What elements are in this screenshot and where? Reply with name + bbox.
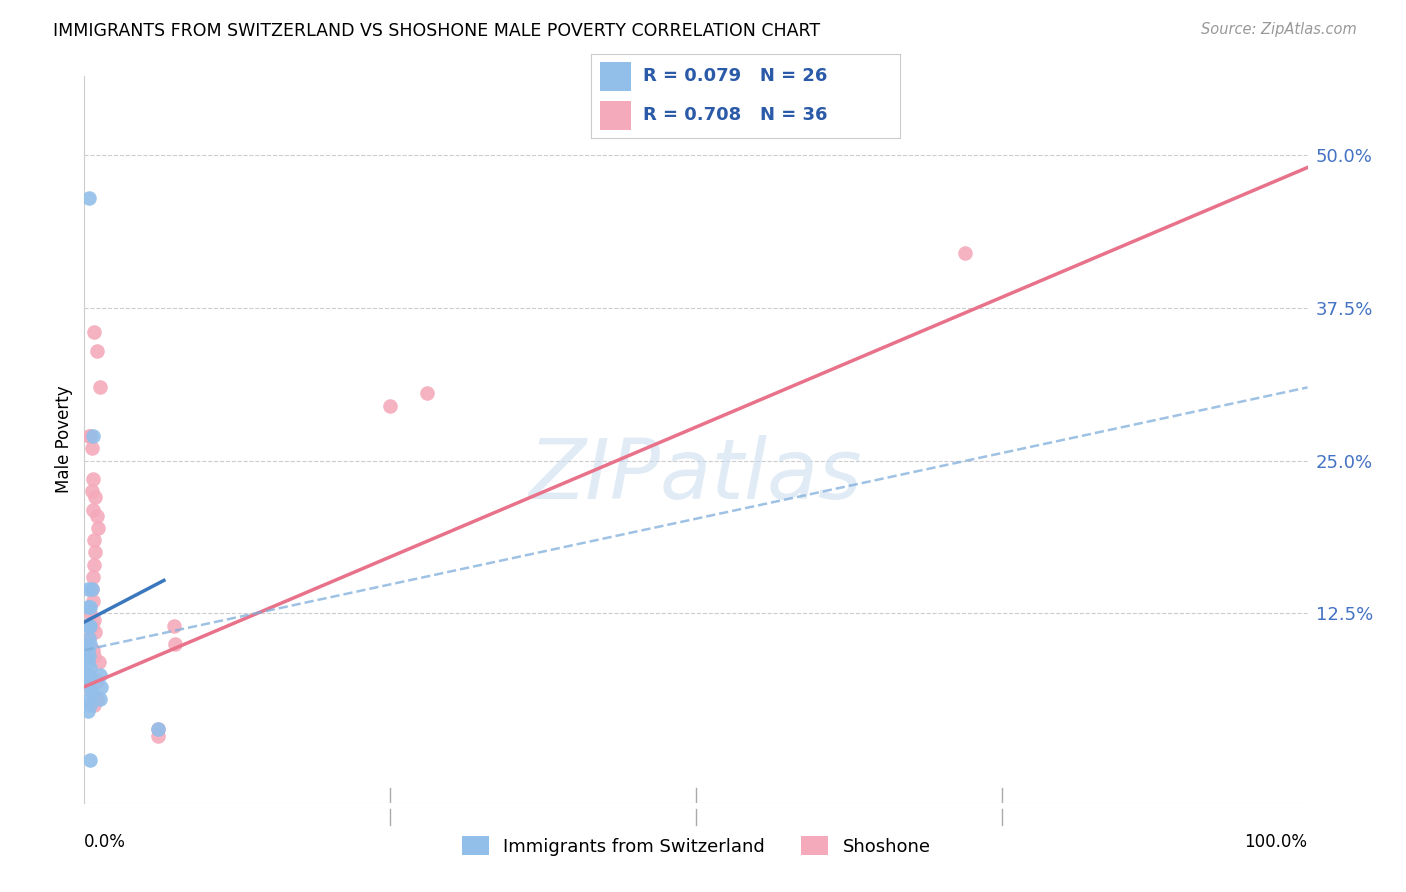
Point [79, 607, 101, 621]
Point [80, 582, 103, 596]
Point [83, 698, 105, 712]
Point [80, 582, 103, 596]
Point [953, 246, 976, 260]
Point [380, 399, 402, 413]
Point [77, 655, 100, 669]
Point [80, 484, 103, 499]
Point [80, 442, 103, 456]
Point [86, 343, 108, 358]
Point [77, 429, 100, 443]
Point [77, 631, 100, 645]
Point [89, 380, 111, 394]
Point [82, 570, 104, 584]
Point [163, 618, 186, 632]
Point [416, 386, 439, 401]
Point [79, 753, 101, 767]
Point [77, 643, 100, 657]
Point [82, 502, 104, 516]
Point [83, 533, 105, 548]
Point [79, 698, 101, 712]
Point [79, 429, 101, 443]
Point [82, 594, 104, 608]
Text: 0.0%: 0.0% [84, 833, 127, 851]
Point [84, 624, 107, 639]
Point [83, 613, 105, 627]
Point [77, 692, 100, 706]
Point [77, 618, 100, 632]
FancyBboxPatch shape [600, 62, 631, 91]
Point [90, 680, 112, 694]
Point [77, 600, 100, 615]
Text: IMMIGRANTS FROM SWITZERLAND VS SHOSHONE MALE POVERTY CORRELATION CHART: IMMIGRANTS FROM SWITZERLAND VS SHOSHONE … [53, 22, 821, 40]
Point [77, 191, 100, 205]
Point [82, 643, 104, 657]
Point [146, 723, 169, 737]
Point [83, 326, 105, 340]
Text: Source: ZipAtlas.com: Source: ZipAtlas.com [1201, 22, 1357, 37]
Text: R = 0.079   N = 26: R = 0.079 N = 26 [643, 68, 828, 86]
FancyBboxPatch shape [600, 101, 631, 130]
Point [146, 729, 169, 743]
Point [77, 582, 100, 596]
Point [79, 600, 101, 615]
Point [77, 649, 100, 664]
Point [86, 508, 108, 523]
Point [146, 723, 169, 737]
Point [89, 692, 111, 706]
Point [84, 545, 107, 559]
Point [80, 618, 103, 632]
Point [82, 472, 104, 486]
Point [83, 649, 105, 664]
Point [86, 692, 108, 706]
Point [87, 521, 110, 535]
Text: ZIPatlas: ZIPatlas [529, 435, 863, 516]
Point [87, 655, 110, 669]
Y-axis label: Male Poverty: Male Poverty [55, 385, 73, 493]
Point [79, 637, 101, 651]
Point [89, 667, 111, 681]
Point [84, 491, 107, 505]
Point [79, 661, 101, 675]
Text: 100.0%: 100.0% [1244, 833, 1308, 851]
Point [77, 667, 100, 681]
Point [79, 618, 101, 632]
Point [82, 429, 104, 443]
Point [77, 704, 100, 718]
Legend: Immigrants from Switzerland, Shoshone: Immigrants from Switzerland, Shoshone [454, 829, 938, 863]
Point [80, 686, 103, 700]
Point [86, 673, 108, 688]
Point [163, 637, 186, 651]
Point [83, 558, 105, 572]
Point [77, 680, 100, 694]
Point [77, 631, 100, 645]
Text: R = 0.708   N = 36: R = 0.708 N = 36 [643, 106, 828, 124]
Point [77, 673, 100, 688]
